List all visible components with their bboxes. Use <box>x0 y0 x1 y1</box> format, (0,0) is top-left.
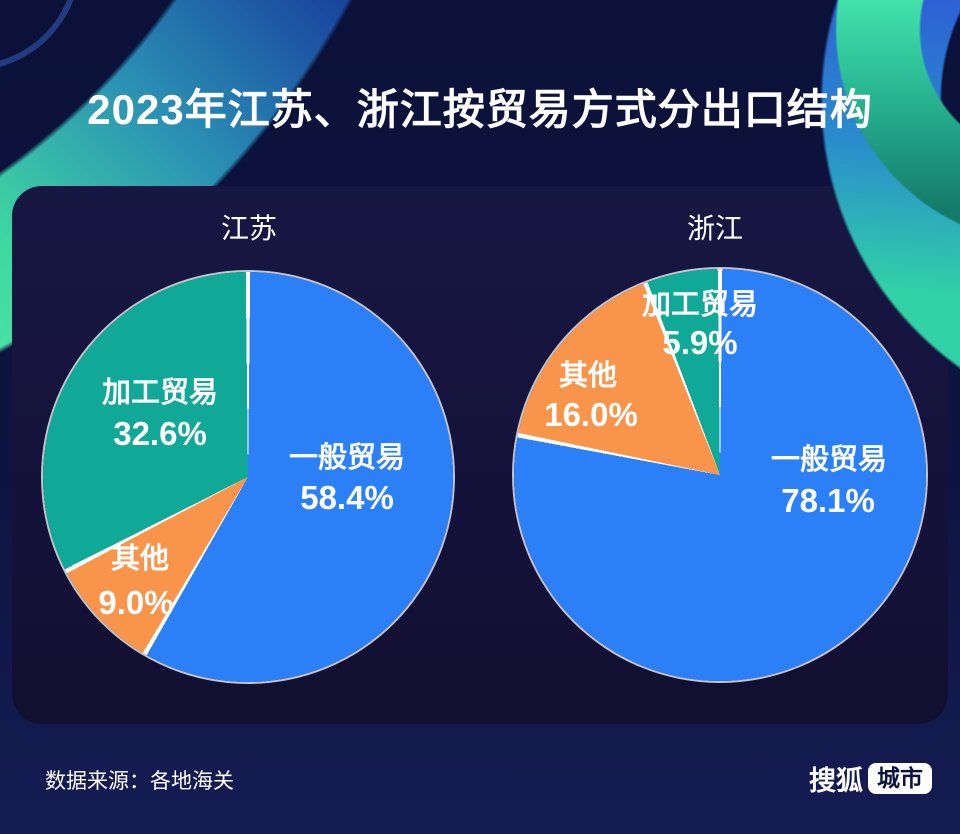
brand-name: 搜狐 <box>809 766 863 796</box>
slice-pct-zhejiang-general: 78.1% <box>781 482 875 519</box>
data-source-note: 数据来源：各地海关 <box>45 770 234 793</box>
slice-pct-jiangsu-other: 9.0% <box>98 584 174 621</box>
chart-title-jiangsu: 江苏 <box>220 213 278 244</box>
brand-logo: 搜狐 城市 <box>809 759 932 798</box>
slice-label-jiangsu-general: 一般贸易 <box>288 442 406 474</box>
slice-pct-jiangsu-processing: 32.6% <box>113 415 207 452</box>
slice-label-jiangsu-other: 其他 <box>110 543 170 575</box>
slice-label-zhejiang-processing: 加工贸易 <box>641 289 759 321</box>
slice-label-jiangsu-processing: 加工贸易 <box>101 377 219 409</box>
page-title: 2023年江苏、浙江按贸易方式分出口结构 <box>87 86 873 133</box>
slice-label-zhejiang-general: 一般贸易 <box>770 444 888 476</box>
slice-pct-zhejiang-processing: 5.9% <box>662 324 738 361</box>
slice-pct-zhejiang-other: 16.0% <box>544 396 638 433</box>
chart-title-zhejiang: 浙江 <box>686 213 744 244</box>
slice-pct-jiangsu-general: 58.4% <box>300 479 394 516</box>
slice-label-zhejiang-other: 其他 <box>558 360 618 392</box>
pie-chart-zhejiang <box>514 269 926 681</box>
brand-badge: 城市 <box>868 762 932 795</box>
pie-chart-jiangsu <box>43 272 453 682</box>
